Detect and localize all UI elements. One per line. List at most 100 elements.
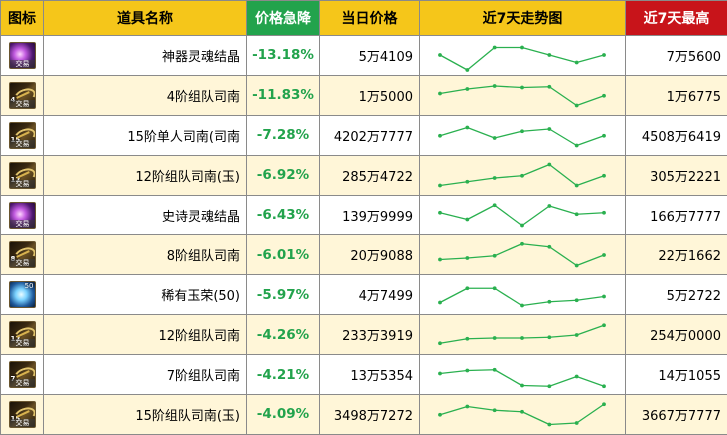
item-icon-cell: 15交易 — [1, 115, 44, 155]
trend-point — [465, 69, 469, 73]
trend-sparkline — [420, 156, 624, 194]
trend-sparkline — [420, 356, 624, 394]
tradeable-label: 交易 — [10, 100, 35, 108]
trend-segment — [467, 178, 494, 182]
today-price: 233万3919 — [320, 315, 420, 355]
tradeable-label: 交易 — [10, 140, 35, 148]
seven-day-high: 5万2722 — [626, 275, 727, 315]
trend-segment — [495, 131, 522, 138]
tradeable-label: 交易 — [10, 180, 35, 188]
item-name[interactable]: 12阶组队司南(玉) — [44, 155, 247, 195]
compass-icon[interactable]: 15交易 — [9, 401, 36, 428]
trend-point — [547, 335, 551, 339]
price-drop-percent: -4.26% — [247, 315, 320, 355]
trend-segment — [467, 128, 494, 139]
header-price-drop[interactable]: 价格急降 — [247, 1, 320, 36]
compass-icon[interactable]: 7交易 — [9, 361, 36, 388]
trend-chart-cell — [420, 235, 626, 275]
item-name[interactable]: 8阶组队司南 — [44, 235, 247, 275]
trend-point — [520, 303, 524, 307]
today-price: 4202万7777 — [320, 115, 420, 155]
trend-segment — [495, 86, 522, 88]
tradeable-label: 交易 — [10, 339, 35, 347]
item-name[interactable]: 12阶组队司南 — [44, 315, 247, 355]
jade-icon[interactable]: 50 — [9, 281, 36, 308]
item-name[interactable]: 4阶组队司南 — [44, 75, 247, 115]
trend-chart-cell — [420, 395, 626, 435]
soul-crystal-icon[interactable]: 交易 — [9, 202, 36, 229]
header-today-price[interactable]: 当日价格 — [320, 1, 420, 36]
trend-point — [493, 136, 497, 140]
trend-point — [438, 341, 442, 345]
trend-sparkline — [420, 76, 624, 114]
trend-point — [465, 180, 469, 184]
tradeable-label: 交易 — [10, 379, 35, 387]
trend-point — [493, 84, 497, 88]
trend-segment — [467, 407, 494, 411]
trend-point — [465, 286, 469, 290]
trend-point — [547, 54, 551, 58]
trend-segment — [522, 337, 549, 338]
trend-segment — [522, 165, 549, 176]
trend-point — [438, 134, 442, 138]
trend-point — [465, 337, 469, 341]
item-icon-cell: 交易 — [1, 36, 44, 76]
table-body: 交易神器灵魂结晶-13.18%5万41097万56004交易4阶组队司南-11.… — [1, 36, 727, 435]
trend-segment — [467, 338, 494, 339]
trend-segment — [577, 176, 604, 186]
compass-icon[interactable]: 12交易 — [9, 162, 36, 189]
trend-point — [438, 300, 442, 304]
item-name[interactable]: 稀有玉荣(50) — [44, 275, 247, 315]
trend-point — [575, 184, 579, 188]
compass-icon[interactable]: 8交易 — [9, 241, 36, 268]
compass-icon[interactable]: 12交易 — [9, 321, 36, 348]
trend-segment — [577, 136, 604, 146]
trend-sparkline — [420, 395, 624, 433]
price-drop-percent: -7.28% — [247, 115, 320, 155]
today-price: 4万7499 — [320, 275, 420, 315]
item-name[interactable]: 15阶单人司南(司南 — [44, 115, 247, 155]
trend-point — [602, 294, 606, 298]
trend-point — [438, 211, 442, 215]
trend-segment — [440, 407, 467, 415]
trend-point — [602, 134, 606, 138]
trend-segment — [549, 87, 576, 106]
compass-icon[interactable]: 4交易 — [9, 82, 36, 109]
item-name[interactable]: 7阶组队司南 — [44, 355, 247, 395]
tradeable-label: 交易 — [10, 419, 35, 427]
compass-icon[interactable]: 15交易 — [9, 122, 36, 149]
trend-point — [575, 144, 579, 148]
trend-segment — [577, 96, 604, 106]
item-name[interactable]: 神器灵魂结晶 — [44, 36, 247, 76]
trend-segment — [549, 165, 576, 186]
today-price: 139万9999 — [320, 195, 420, 235]
trend-point — [493, 286, 497, 290]
table-row[interactable]: 50 稀有玉荣(50)-5.97%4万7499 5万2722 — [1, 275, 727, 315]
soul-crystal-icon[interactable]: 交易 — [9, 42, 36, 69]
price-drop-percent: -4.09% — [247, 395, 320, 435]
trend-point — [493, 336, 497, 340]
trend-segment — [577, 55, 604, 63]
item-name[interactable]: 15阶组队司南(玉) — [44, 395, 247, 435]
today-price: 5万4109 — [320, 36, 420, 76]
price-drop-percent: -5.97% — [247, 275, 320, 315]
trend-point — [547, 85, 551, 89]
trend-point — [465, 126, 469, 130]
trend-segment — [440, 55, 467, 70]
item-name[interactable]: 史诗灵魂结晶 — [44, 195, 247, 235]
trend-chart-cell — [420, 36, 626, 76]
trend-point — [547, 127, 551, 131]
header-7day-high[interactable]: 近7天最高 — [626, 1, 727, 36]
trend-point — [438, 413, 442, 417]
header-item-name[interactable]: 道具名称 — [44, 1, 247, 36]
trend-sparkline — [420, 276, 624, 314]
